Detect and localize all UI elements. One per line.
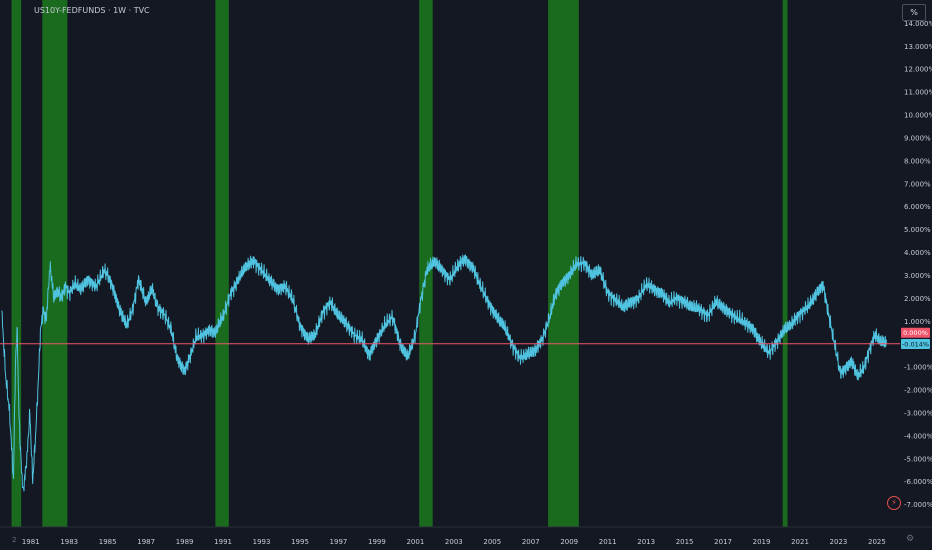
y-tick-label: 13.000% — [904, 43, 932, 51]
x-tick-label: 1997 — [330, 538, 348, 546]
x-tick-label: 2001 — [406, 538, 424, 546]
x-tick-label: 2025 — [868, 538, 886, 546]
x-tick-label: 2023 — [830, 538, 848, 546]
x-tick-label: 2021 — [791, 538, 809, 546]
x-tick-label: 1991 — [214, 538, 232, 546]
recession-bands — [11, 0, 788, 527]
price-badge-label: 0.000% — [903, 329, 928, 337]
y-axis[interactable]: 14.000% 13.000% 12.000% 11.000% 10.000% 9.000… — [904, 20, 932, 509]
y-tick-label: 5.000% — [904, 226, 931, 234]
y-tick-label: 12.000% — [904, 66, 932, 74]
y-tick-label: -5.000% — [904, 455, 932, 463]
x-tick-label: 2013 — [637, 538, 655, 546]
y-tick-label: 14.000% — [904, 20, 932, 28]
x-tick-label: 1989 — [176, 538, 194, 546]
flash-icon[interactable]: ⚡ — [887, 496, 901, 510]
price-badge-label: -0.014% — [902, 341, 929, 349]
price-badges: 0.000% -0.014% — [901, 327, 930, 350]
unit-toggle-button[interactable]: % — [902, 4, 926, 21]
x-axis[interactable]: 1981 1983 1985 1987 1989 1991 1993 1995 1997 1999… — [22, 538, 886, 546]
x-tick-label: 1993 — [253, 538, 271, 546]
y-tick-label: 11.000% — [904, 89, 932, 97]
recession-band-4 — [548, 0, 579, 527]
y-tick-label: 1.000% — [904, 318, 931, 326]
x-tick-label: 2019 — [753, 538, 771, 546]
x-tick-label: 2007 — [522, 538, 540, 546]
series-layer — [1, 254, 887, 492]
x-tick-label: 1981 — [22, 538, 40, 546]
x-tick-label: 1999 — [368, 538, 386, 546]
recession-band-3 — [419, 0, 433, 527]
y-tick-label: 6.000% — [904, 203, 931, 211]
recession-band-0 — [11, 0, 22, 527]
x-tick-label: 1983 — [60, 538, 78, 546]
y-tick-label: 3.000% — [904, 272, 931, 280]
x-tick-label: 2009 — [560, 538, 578, 546]
y-tick-label: 8.000% — [904, 157, 931, 165]
recession-band-1 — [42, 0, 68, 527]
y-tick-label: -2.000% — [904, 387, 932, 395]
chart-title: US10Y-FEDFUNDS · 1W · TVC — [34, 6, 150, 15]
y-tick-label: -4.000% — [904, 432, 932, 440]
gear-icon[interactable]: ⚙ — [906, 534, 915, 544]
series-line-0 — [1, 254, 887, 492]
price-badge-1 — [901, 339, 930, 350]
y-tick-label: -1.000% — [904, 364, 932, 372]
y-tick-label: 9.000% — [904, 134, 931, 142]
price-badge-0 — [901, 327, 930, 338]
x-tick-label: 1985 — [99, 538, 117, 546]
y-tick-label: 4.000% — [904, 249, 931, 257]
y-tick-label: 10.000% — [904, 112, 932, 120]
y-tick-label: 2.000% — [904, 295, 931, 303]
y-tick-label: -3.000% — [904, 409, 932, 417]
y-tick-label: 7.000% — [904, 180, 931, 188]
y-tick-label: -7.000% — [904, 501, 932, 509]
x-tick-label: 2005 — [483, 538, 501, 546]
x-tick-label: 1995 — [291, 538, 309, 546]
x-tick-label: 2003 — [445, 538, 463, 546]
x-tick-label: 1987 — [137, 538, 155, 546]
recession-band-2 — [215, 0, 229, 527]
x-tick-label: 2015 — [676, 538, 694, 546]
corner-label: 2 — [12, 536, 17, 544]
y-tick-label: -6.000% — [904, 478, 932, 486]
x-tick-label: 2017 — [714, 538, 732, 546]
x-tick-label: 2011 — [599, 538, 617, 546]
recession-band-5 — [782, 0, 788, 527]
